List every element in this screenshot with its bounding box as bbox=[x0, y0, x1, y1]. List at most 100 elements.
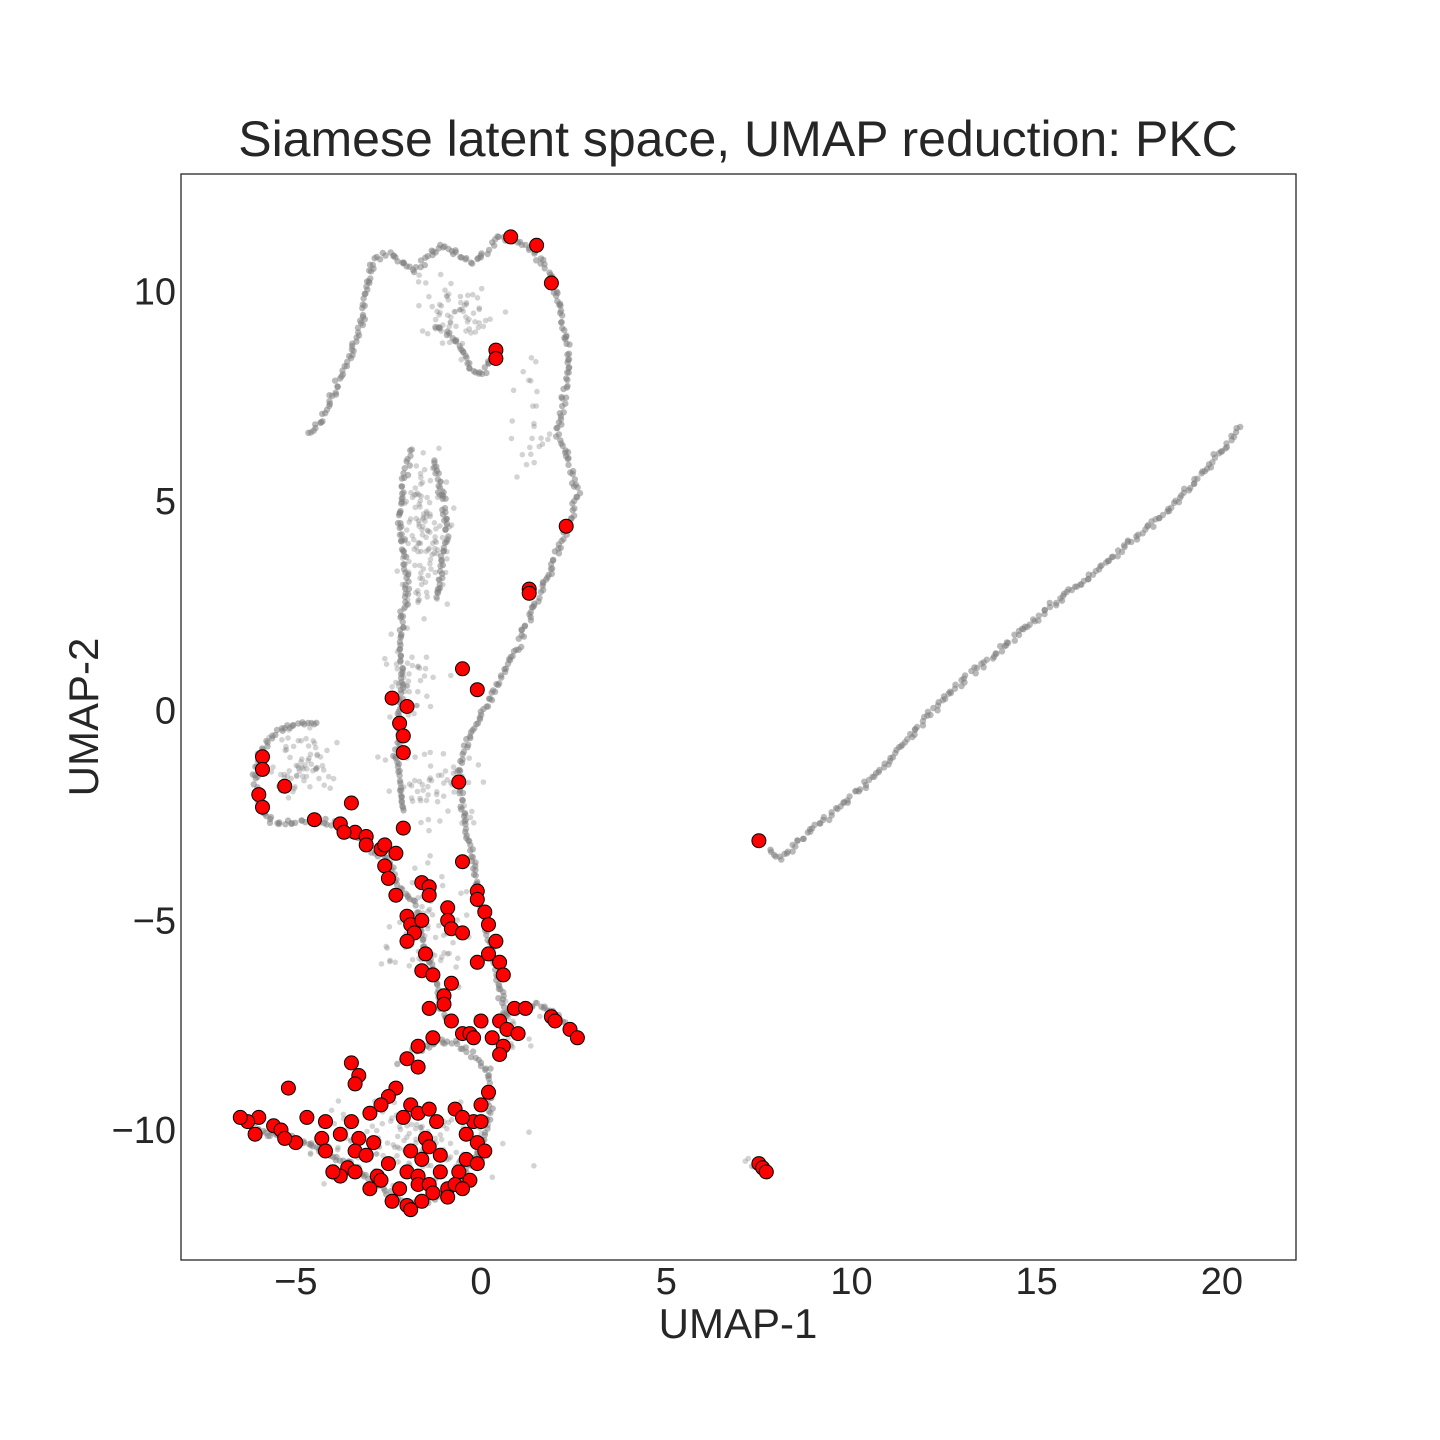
background-point bbox=[320, 767, 327, 773]
x-tick-label: −5 bbox=[274, 1261, 317, 1303]
background-point bbox=[1109, 553, 1117, 560]
background-point bbox=[559, 395, 566, 402]
background-point bbox=[997, 642, 1004, 650]
background-point bbox=[1237, 423, 1244, 431]
highlight-point bbox=[481, 946, 496, 962]
background-point bbox=[303, 773, 310, 780]
background-point bbox=[439, 495, 446, 503]
background-point bbox=[321, 1181, 327, 1187]
background-point bbox=[430, 674, 436, 681]
background-point bbox=[476, 306, 483, 313]
background-point bbox=[971, 664, 978, 671]
background-point bbox=[528, 378, 534, 384]
background-point bbox=[509, 1044, 516, 1051]
background-point bbox=[398, 500, 405, 507]
background-point bbox=[312, 421, 319, 428]
background-point bbox=[383, 661, 390, 667]
background-point bbox=[467, 1053, 475, 1061]
highlight-point bbox=[495, 967, 511, 983]
background-point bbox=[429, 551, 435, 558]
background-point bbox=[469, 1048, 477, 1055]
background-point bbox=[446, 323, 453, 330]
background-point bbox=[409, 662, 416, 669]
background-point bbox=[465, 779, 472, 786]
background-point bbox=[413, 589, 419, 596]
background-point bbox=[559, 442, 566, 449]
background-point bbox=[423, 280, 429, 286]
background-point bbox=[1230, 433, 1238, 441]
background-point bbox=[451, 309, 458, 315]
background-point bbox=[531, 459, 537, 466]
background-point bbox=[401, 784, 407, 790]
background-point bbox=[313, 765, 319, 771]
background-point bbox=[432, 534, 438, 540]
y-tick-label: −5 bbox=[133, 900, 176, 942]
background-point bbox=[476, 714, 483, 721]
background-point bbox=[452, 338, 460, 345]
highlight-point bbox=[421, 1139, 437, 1155]
background-point bbox=[404, 596, 411, 603]
background-point bbox=[447, 319, 454, 325]
background-point bbox=[314, 752, 320, 759]
background-point bbox=[459, 820, 465, 826]
background-point bbox=[389, 1115, 395, 1121]
background-point bbox=[427, 775, 434, 781]
background-point bbox=[401, 537, 408, 544]
background-point bbox=[405, 540, 411, 547]
background-point bbox=[427, 763, 434, 769]
background-point bbox=[904, 736, 911, 743]
background-point bbox=[439, 534, 446, 541]
background-point bbox=[559, 403, 566, 410]
highlight-point bbox=[399, 933, 415, 949]
background-point bbox=[425, 908, 432, 914]
highlight-points-layer bbox=[232, 229, 774, 1218]
background-point bbox=[394, 1060, 401, 1068]
highlight-point bbox=[380, 870, 396, 886]
highlight-point bbox=[477, 904, 493, 920]
background-point bbox=[444, 312, 451, 319]
highlight-point bbox=[473, 1097, 489, 1113]
background-point bbox=[510, 648, 518, 655]
background-point bbox=[335, 1098, 342, 1104]
highlight-point bbox=[440, 1189, 456, 1205]
background-point bbox=[461, 802, 468, 809]
background-point bbox=[431, 520, 438, 526]
background-point bbox=[439, 882, 446, 889]
background-point bbox=[1035, 617, 1042, 624]
background-point bbox=[425, 572, 432, 579]
background-point bbox=[426, 545, 433, 552]
background-point bbox=[472, 329, 479, 335]
background-point bbox=[305, 743, 312, 749]
x-tick-label: 0 bbox=[470, 1261, 491, 1303]
background-point bbox=[456, 767, 464, 775]
background-point bbox=[424, 494, 430, 501]
background-point bbox=[386, 788, 393, 794]
background-point bbox=[574, 484, 581, 491]
background-point bbox=[465, 292, 471, 299]
background-point bbox=[485, 1071, 493, 1079]
background-point bbox=[463, 299, 470, 306]
background-point bbox=[432, 538, 438, 544]
background-point bbox=[307, 1150, 314, 1156]
background-point bbox=[299, 764, 305, 770]
background-point bbox=[446, 524, 453, 530]
highlight-point bbox=[277, 778, 293, 794]
background-point bbox=[475, 762, 482, 768]
background-point bbox=[444, 1125, 450, 1132]
background-point bbox=[307, 725, 313, 731]
background-point bbox=[399, 618, 406, 626]
highlight-point bbox=[318, 1143, 333, 1159]
background-point bbox=[489, 1174, 496, 1180]
background-point bbox=[382, 655, 388, 662]
background-point bbox=[287, 754, 293, 761]
background-point bbox=[427, 529, 433, 535]
background-point bbox=[448, 280, 454, 287]
background-point bbox=[421, 261, 428, 269]
highlight-point bbox=[358, 837, 374, 853]
background-point bbox=[298, 720, 305, 727]
background-point bbox=[408, 795, 415, 801]
background-point bbox=[293, 762, 300, 769]
background-point bbox=[420, 516, 426, 522]
background-point bbox=[527, 617, 535, 624]
background-point bbox=[411, 710, 417, 717]
